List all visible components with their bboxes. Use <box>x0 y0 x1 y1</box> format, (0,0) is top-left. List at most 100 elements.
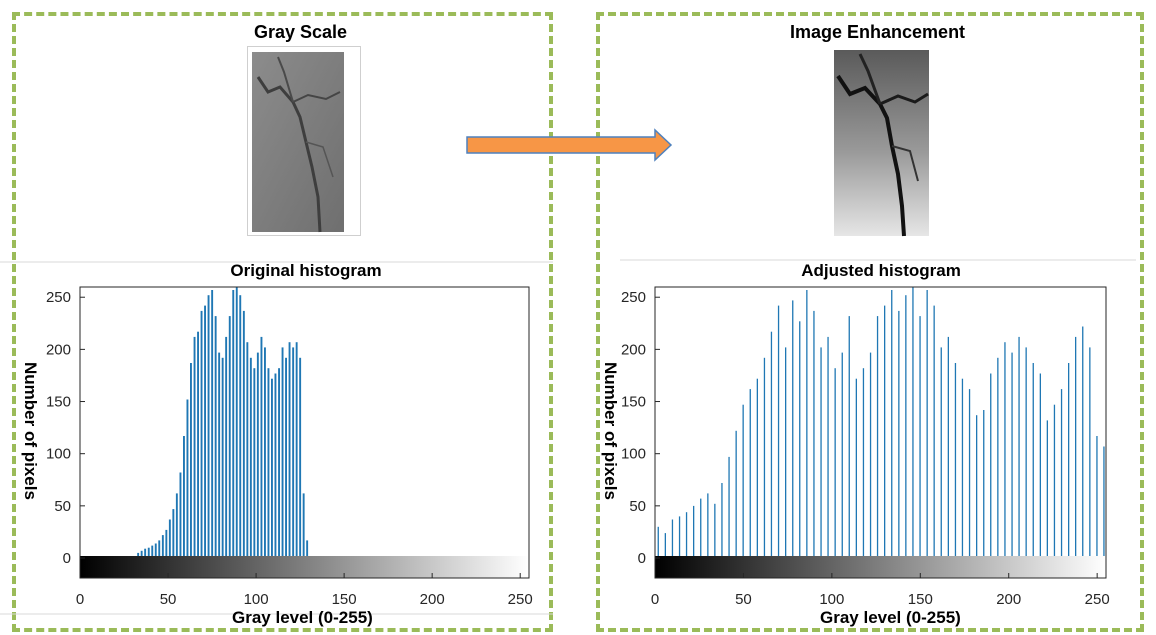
histogram-bar <box>1096 436 1098 556</box>
histogram-bar <box>827 336 829 556</box>
histogram-bar <box>1018 336 1020 556</box>
histogram-bar <box>186 399 189 556</box>
histogram-bar <box>242 310 245 556</box>
x-tick-label: 200 <box>996 591 1021 608</box>
grayscale-colorbar <box>80 556 529 578</box>
histogram-bar <box>756 378 758 556</box>
histogram-bar <box>165 529 168 556</box>
histogram-bar <box>264 347 266 556</box>
histogram-bar <box>193 336 196 556</box>
histogram-bar <box>997 357 999 556</box>
histogram-bar <box>249 357 252 556</box>
histogram-bar <box>848 316 850 556</box>
histogram-bar <box>288 342 291 556</box>
histogram-bar <box>285 357 287 556</box>
x-tick-label: 100 <box>819 591 844 608</box>
histogram-bar <box>1103 446 1105 556</box>
y-tick-label: 50 <box>54 498 71 515</box>
histogram-bar <box>299 357 302 556</box>
histogram-bar <box>302 493 305 556</box>
histogram-bar <box>799 321 801 556</box>
histogram-bar <box>785 347 787 556</box>
histogram-bar <box>728 456 730 556</box>
histogram-bar <box>820 347 822 556</box>
histogram-bar <box>777 305 780 556</box>
adjusted-histogram-title: Adjusted histogram <box>801 261 961 280</box>
histogram-bar <box>671 519 674 556</box>
histogram-bar <box>1060 389 1063 556</box>
original-histogram-xlabel: Gray level (0-255) <box>232 608 373 627</box>
x-tick-label: 100 <box>244 591 269 608</box>
histogram-bar <box>183 436 185 556</box>
histogram-bar <box>700 498 702 556</box>
histogram-bar <box>1046 420 1048 556</box>
histogram-bar <box>876 316 879 556</box>
histogram-bar <box>260 336 263 556</box>
histogram-bar <box>657 526 659 556</box>
histogram-bar <box>1089 347 1091 556</box>
right-arrow-icon <box>466 128 673 162</box>
histogram-bar <box>256 352 259 556</box>
y-tick-label: 150 <box>621 394 646 411</box>
x-tick-label: 250 <box>1085 591 1110 608</box>
y-tick-label: 200 <box>46 341 71 358</box>
histogram-bar <box>1011 352 1013 556</box>
y-tick-label: 100 <box>46 446 71 463</box>
histogram-bar <box>968 389 971 556</box>
x-tick-label: 50 <box>735 591 752 608</box>
x-tick-label: 50 <box>160 591 177 608</box>
enhanced-image <box>790 46 992 240</box>
y-tick-label: 100 <box>621 446 646 463</box>
y-tick-label: 0 <box>638 550 646 567</box>
histogram-bar <box>862 368 865 556</box>
y-tick-label: 0 <box>63 550 71 567</box>
adjusted-histogram-ylabel: Number of pixels <box>601 362 620 500</box>
histogram-bar <box>813 310 815 556</box>
histogram-bar <box>976 415 978 556</box>
histogram-bar <box>770 331 773 556</box>
histogram-bar <box>267 368 270 556</box>
x-tick-label: 150 <box>908 591 933 608</box>
histogram-bar <box>1068 363 1070 556</box>
left-panel-frame <box>12 12 553 632</box>
histogram-bar <box>990 373 992 556</box>
histogram-bar <box>175 493 178 556</box>
histogram-bar <box>664 533 666 556</box>
histogram-bar <box>246 342 249 556</box>
histogram-bar <box>172 509 175 556</box>
grayscale-colorbar <box>655 556 1106 578</box>
histogram-bar <box>144 548 147 556</box>
right-panel-frame <box>596 12 1144 632</box>
x-tick-label: 150 <box>332 591 357 608</box>
histogram-bar <box>742 404 744 556</box>
histogram-bar <box>1004 342 1006 556</box>
histogram-bar <box>225 336 228 556</box>
gray-scale-title: Gray Scale <box>254 22 348 42</box>
histogram-bar <box>855 378 857 556</box>
histogram-bar <box>1053 404 1056 556</box>
histogram-bar <box>678 516 681 556</box>
y-tick-label: 150 <box>46 394 71 411</box>
histogram-bar <box>898 310 900 556</box>
original-histogram-title: Original histogram <box>230 261 381 280</box>
histogram-bar <box>154 543 157 556</box>
histogram-bar <box>168 519 171 556</box>
histogram-bar <box>295 342 298 556</box>
histogram-bar <box>200 310 203 556</box>
histogram-bar <box>306 540 309 556</box>
histogram-bar <box>211 290 214 556</box>
histogram-bar <box>228 316 231 556</box>
histogram-bar <box>685 512 688 556</box>
histogram-bar <box>1082 326 1084 556</box>
histogram-bar <box>869 352 872 556</box>
histogram-bar <box>204 305 206 556</box>
histogram-bar <box>278 368 280 556</box>
histogram-bar <box>292 347 295 556</box>
histogram-bar <box>749 389 751 556</box>
histogram-bar <box>735 430 737 556</box>
histogram-bar <box>253 368 256 556</box>
gray-scale-image <box>247 46 361 236</box>
histogram-bar <box>714 503 716 556</box>
histogram-bar <box>841 352 843 556</box>
y-tick-label: 250 <box>46 289 71 306</box>
